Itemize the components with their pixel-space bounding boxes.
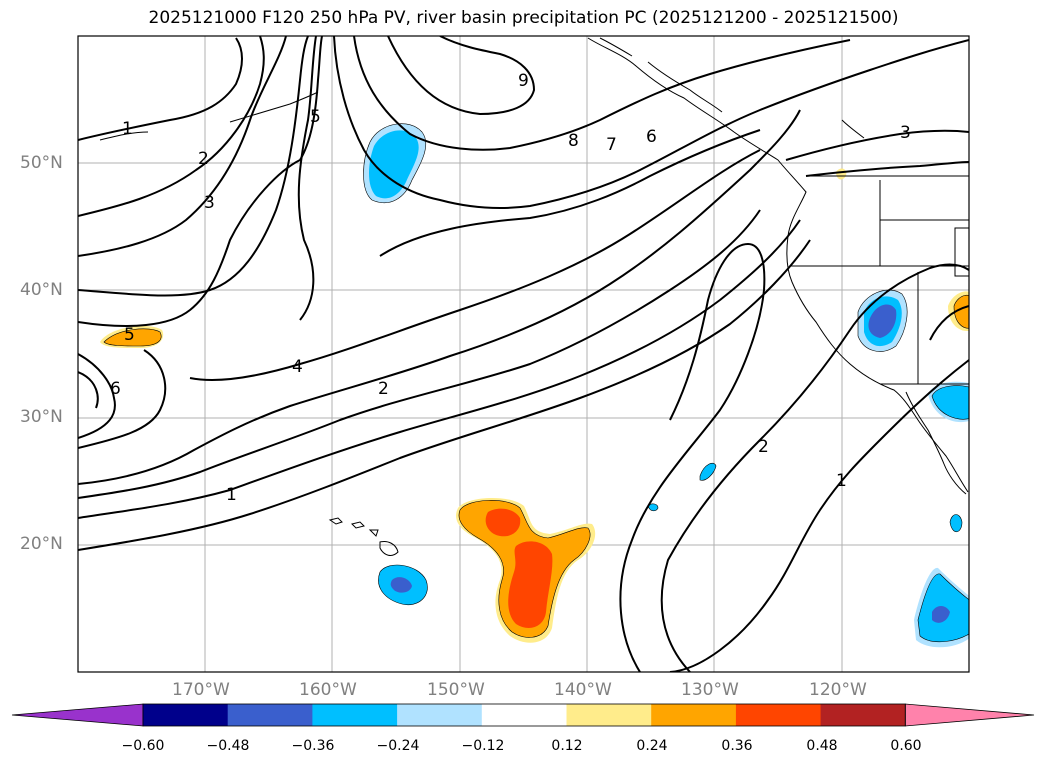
colorbar-segment xyxy=(312,704,398,726)
colorbar-segment xyxy=(227,704,313,726)
colorbar-segment xyxy=(481,704,567,726)
pv-contours xyxy=(78,36,969,672)
colorbar-tick-label: 0.12 xyxy=(551,738,583,754)
colorbar-segment xyxy=(735,704,822,726)
lat-label: 40°N xyxy=(20,280,63,300)
colorbar-tick-label: 0.24 xyxy=(636,738,668,754)
colorbar-tick-label: 0.36 xyxy=(721,738,753,754)
contour-label: 1 xyxy=(122,119,133,139)
colorbar-segment xyxy=(820,704,906,726)
colorbar-segment xyxy=(651,704,737,726)
precip-blob-negative xyxy=(369,130,419,199)
colorbar-extend-high xyxy=(904,703,1035,727)
lon-label: 160°W xyxy=(299,680,357,700)
lon-label: 170°W xyxy=(172,680,230,700)
colorbar-tick-label: −0.60 xyxy=(121,738,165,754)
contour-label: 6 xyxy=(110,379,121,399)
lat-label: 20°N xyxy=(20,534,63,554)
colorbar-tick-label: −0.48 xyxy=(206,738,250,754)
colorbar-segment xyxy=(143,704,229,726)
precip-blob-positive xyxy=(103,328,162,347)
contour-label: 4 xyxy=(292,357,303,377)
precip-blob-positive xyxy=(953,294,969,329)
precip-blob-positive xyxy=(508,541,553,628)
precip-blob-positive xyxy=(485,508,521,537)
precip-blob-negative xyxy=(699,463,717,481)
coastlines xyxy=(99,37,969,556)
colorbar-tick-label: −0.24 xyxy=(376,738,420,754)
precip-blob-negative xyxy=(868,304,897,338)
lat-label: 50°N xyxy=(20,153,63,173)
contour-label-group: 1 2 3 5 9 8 7 6 3 5 6 4 2 1 2 1 xyxy=(110,71,911,505)
contour-label: 6 xyxy=(646,127,657,147)
precip-blob-negative xyxy=(931,385,969,420)
lon-label: 140°W xyxy=(554,680,612,700)
colorbar-tick-label: −0.36 xyxy=(291,738,335,754)
contour-label: 1 xyxy=(836,471,847,491)
lon-label: 120°W xyxy=(809,680,867,700)
contour-label: 5 xyxy=(310,107,321,127)
contour-label: 2 xyxy=(378,379,389,399)
precip-blob-negative xyxy=(932,606,950,623)
contour-label: 8 xyxy=(568,131,579,151)
contour-label: 1 xyxy=(226,485,237,505)
precip-shading xyxy=(100,123,969,648)
precip-blob-negative xyxy=(949,514,963,533)
contour-label: 5 xyxy=(124,325,135,345)
colorbar-segment xyxy=(566,704,652,726)
lon-label: 130°W xyxy=(681,680,739,700)
contour-label: 3 xyxy=(900,123,911,143)
colorbar-tick-label: 0.48 xyxy=(806,738,838,754)
map-title: 2025121000 F120 250 hPa PV, river basin … xyxy=(148,8,899,28)
colorbar-segment xyxy=(397,704,483,726)
colorbar xyxy=(11,703,1035,727)
contour-label: 2 xyxy=(198,149,209,169)
precip-blob-negative xyxy=(390,577,412,593)
colorbar-tick-label: −0.12 xyxy=(461,738,505,754)
colorbar-tick-label: 0.60 xyxy=(890,738,922,754)
contour-label: 3 xyxy=(204,193,215,213)
contour-label: 9 xyxy=(518,71,529,91)
colorbar-extend-low xyxy=(11,703,144,727)
colorbar-frame xyxy=(142,703,906,727)
lat-label: 30°N xyxy=(20,407,63,427)
precip-blob-negative xyxy=(647,503,659,512)
contour-label: 2 xyxy=(758,437,769,457)
contour-label: 7 xyxy=(606,135,617,155)
map-frame xyxy=(77,35,970,673)
lon-label: 150°W xyxy=(427,680,485,700)
